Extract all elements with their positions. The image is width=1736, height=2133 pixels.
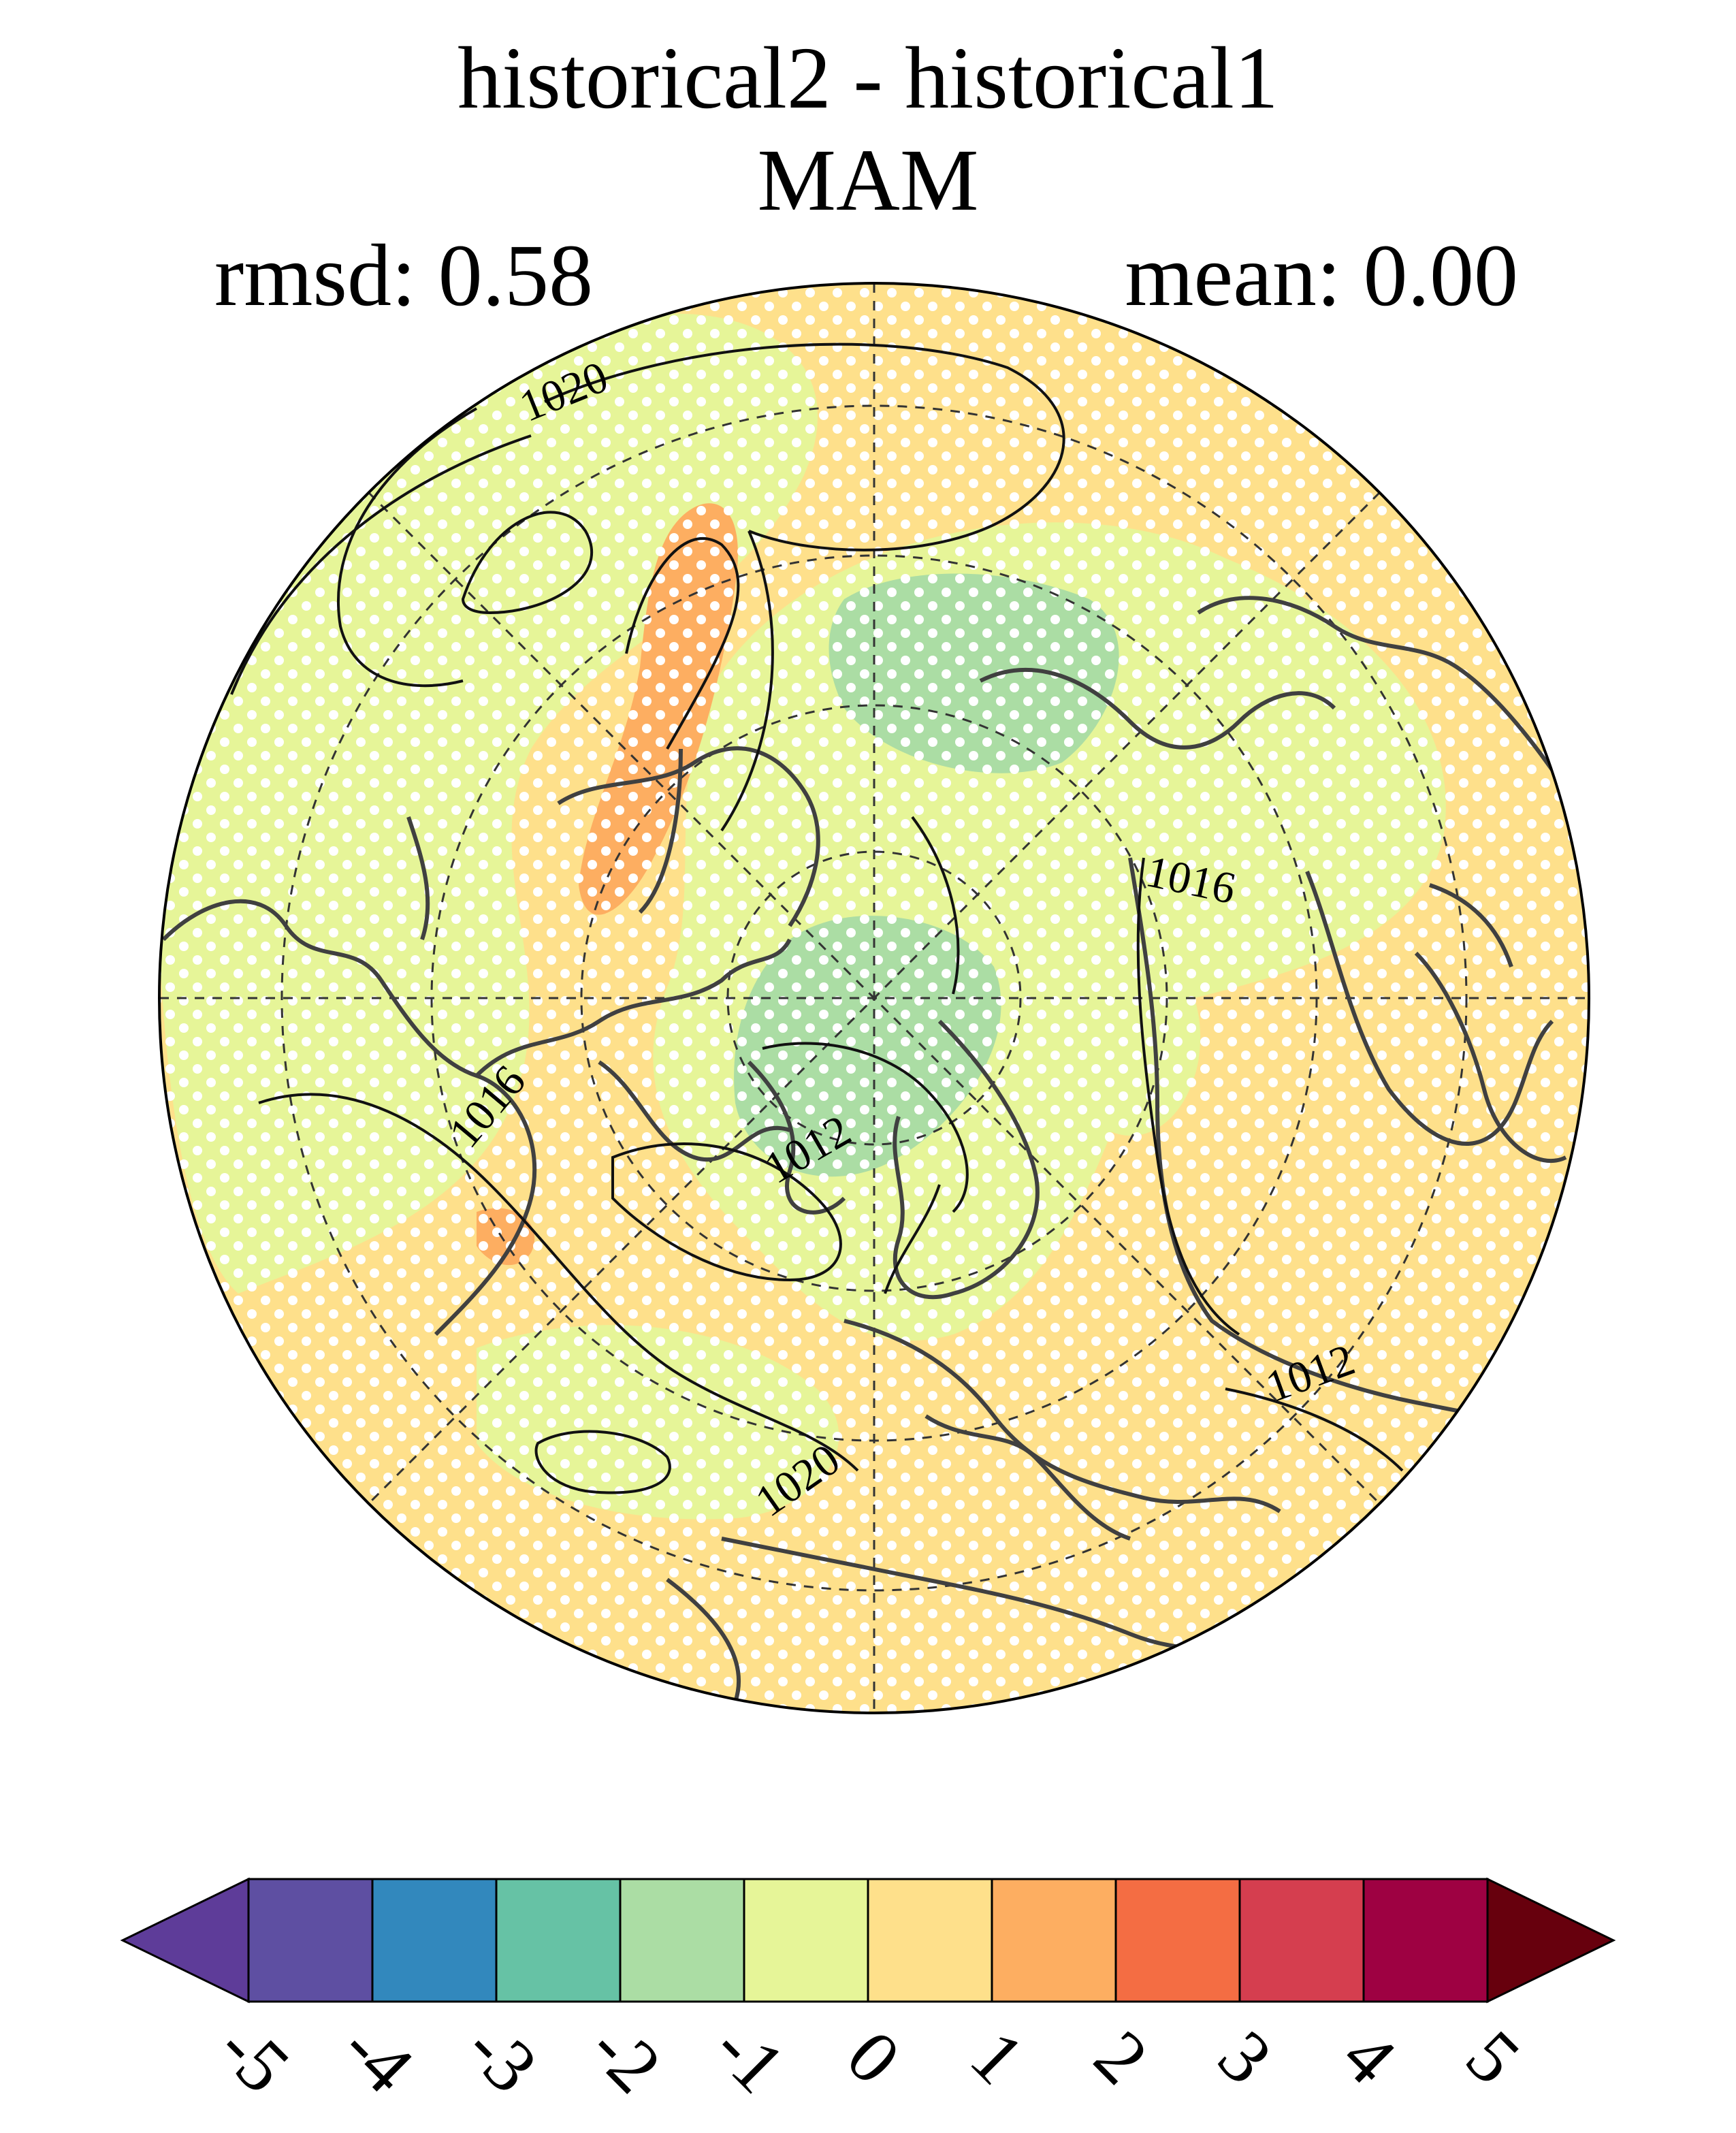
colorbar-swatch bbox=[1114, 1878, 1241, 2003]
colorbar-tick-label: -1 bbox=[698, 2006, 801, 2108]
colorbar-tick-label: -2 bbox=[575, 2006, 677, 2108]
colorbar-tick-label: 1 bbox=[955, 2015, 1040, 2100]
colorbar-swatch bbox=[619, 1878, 745, 2003]
colorbar-tick-label: 5 bbox=[1451, 2015, 1536, 2100]
colorbar-tick-label: 2 bbox=[1079, 2015, 1164, 2100]
colorbar-tick-label: -5 bbox=[203, 2006, 306, 2108]
colorbar-tick-label: -4 bbox=[327, 2006, 430, 2108]
colorbar-swatch bbox=[371, 1878, 498, 2003]
colorbar-swatch bbox=[495, 1878, 622, 2003]
colorbar-swatch bbox=[743, 1878, 869, 2003]
colorbar-swatch bbox=[1238, 1878, 1365, 2003]
figure-title: historical2 - historical1 bbox=[457, 29, 1279, 127]
mean-label: mean: 0.00 bbox=[1125, 227, 1518, 325]
significance-stippling bbox=[159, 283, 1589, 1713]
colorbar-extend-high bbox=[1486, 1877, 1616, 2004]
colorbar-tick-label: 4 bbox=[1327, 2015, 1412, 2100]
colorbar-tick-label: -3 bbox=[451, 2006, 553, 2108]
rmsd-label: rmsd: 0.58 bbox=[214, 227, 594, 325]
season-label: MAM bbox=[757, 131, 979, 229]
pressure-contours bbox=[230, 342, 1404, 1494]
colorbar-swatch bbox=[1362, 1878, 1489, 2003]
colorbar-extend-low bbox=[120, 1877, 250, 2004]
polar-map bbox=[159, 283, 1589, 1713]
colorbar: -5 -4 -3 -2 -1 0 1 2 3 4 5 bbox=[120, 1877, 1616, 2108]
colorbar-tick-label: 0 bbox=[831, 2015, 916, 2100]
map-frame bbox=[158, 282, 1590, 1714]
colorbar-swatch bbox=[991, 1878, 1117, 2003]
colorbar-swatch bbox=[867, 1878, 993, 2003]
colorbar-swatch bbox=[247, 1878, 374, 2003]
colorbar-tick-label: 3 bbox=[1203, 2015, 1288, 2100]
